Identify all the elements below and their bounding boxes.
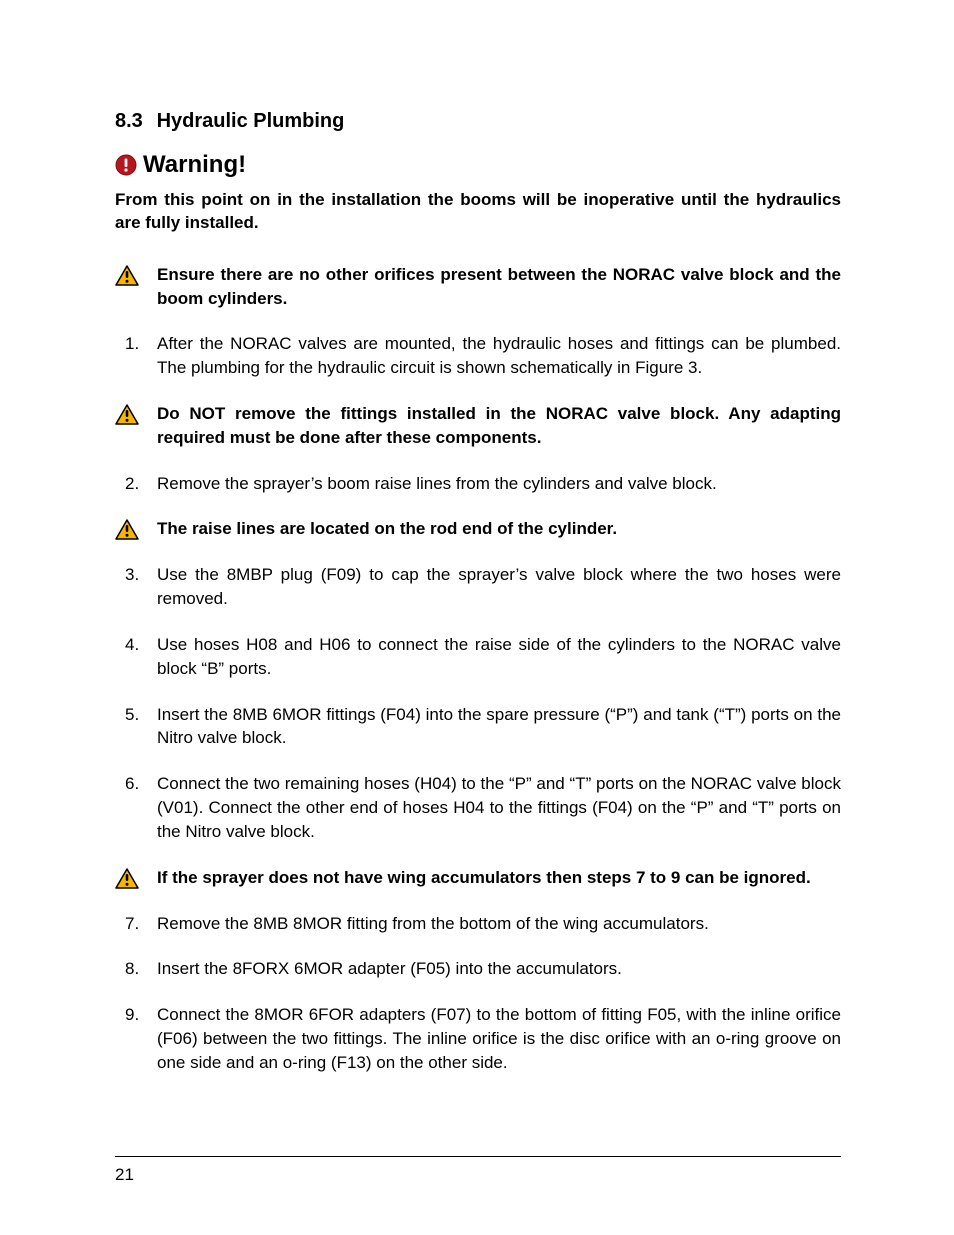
step-item: Use hoses H08 and H06 to connect the rai… [115,633,841,681]
warning-header: Warning! [115,151,841,179]
document-page: 8.3 Hydraulic Plumbing Warning! From thi… [0,0,954,1235]
step-list: Use the 8MBP plug (F09) to cap the spray… [115,563,841,843]
warning-label: Warning! [143,151,246,179]
step-list: Remove the sprayer’s boom raise lines fr… [115,472,841,496]
caution-text: If the sprayer does not have wing accumu… [157,866,841,890]
caution-text: Ensure there are no other orifices prese… [157,263,841,311]
step-item: Connect the two remaining hoses (H04) to… [115,772,841,843]
section-heading: 8.3 Hydraulic Plumbing [115,110,841,133]
warning-intro-text: From this point on in the installation t… [115,189,841,235]
caution-callout: Do NOT remove the fittings installed in … [115,402,841,450]
step-item: Use the 8MBP plug (F09) to cap the spray… [115,563,841,611]
caution-callout: The raise lines are located on the rod e… [115,517,841,541]
caution-text: Do NOT remove the fittings installed in … [157,402,841,450]
caution-triangle-icon [115,866,157,890]
section-title: Hydraulic Plumbing [157,110,345,132]
step-item: After the NORAC valves are mounted, the … [115,332,841,380]
step-item: Insert the 8FORX 6MOR adapter (F05) into… [115,957,841,981]
step-item: Remove the 8MB 8MOR fitting from the bot… [115,912,841,936]
caution-triangle-icon [115,517,157,541]
step-item: Insert the 8MB 6MOR fittings (F04) into … [115,703,841,751]
caution-callout: Ensure there are no other orifices prese… [115,263,841,311]
step-item: Connect the 8MOR 6FOR adapters (F07) to … [115,1003,841,1074]
caution-triangle-icon [115,263,157,287]
step-list: Remove the 8MB 8MOR fitting from the bot… [115,912,841,1075]
section-number: 8.3 [115,110,151,133]
step-item: Remove the sprayer’s boom raise lines fr… [115,472,841,496]
page-number: 21 [115,1165,134,1185]
step-list: After the NORAC valves are mounted, the … [115,332,841,380]
footer-separator [115,1156,841,1157]
caution-text: The raise lines are located on the rod e… [157,517,841,541]
caution-callout: If the sprayer does not have wing accumu… [115,866,841,890]
warning-circle-icon [115,154,137,176]
caution-triangle-icon [115,402,157,426]
